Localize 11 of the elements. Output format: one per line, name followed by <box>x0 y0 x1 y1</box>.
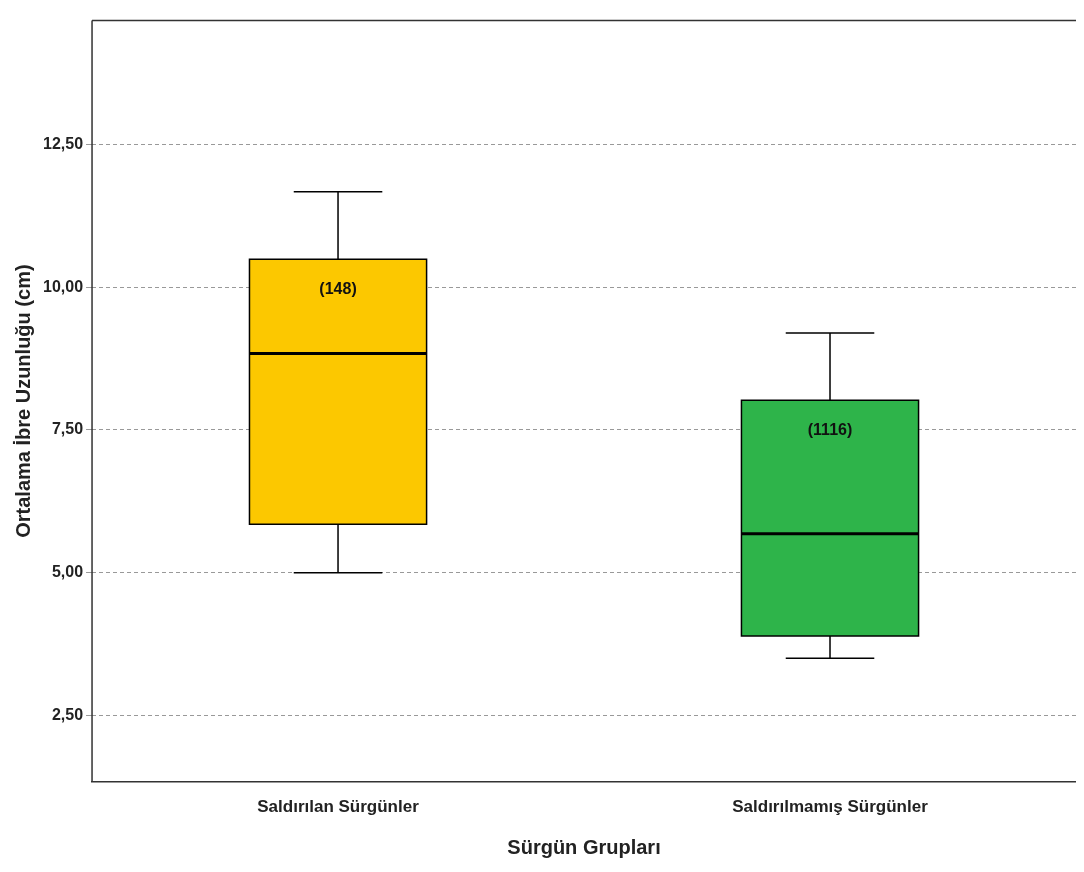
y-tick-label: 2,50 <box>51 705 84 723</box>
x-tick-label: Saldırılan Sürgünler <box>257 797 420 817</box>
y-tick-label: 10,00 <box>42 277 84 295</box>
y-tick-label: 5,00 <box>51 563 84 581</box>
y-axis-title: Ortalama İbre Uzunluğu (cm) <box>11 264 34 538</box>
annotation: (1116) <box>807 420 853 438</box>
y-tick-label: 12,50 <box>42 134 84 152</box>
x-tick-label: Saldırılmamış Sürgünler <box>732 797 929 817</box>
y-tick-label: 7,50 <box>51 420 84 438</box>
annotation: (148) <box>319 279 357 297</box>
x-axis-title: Sürgün Grupları <box>507 835 661 858</box>
